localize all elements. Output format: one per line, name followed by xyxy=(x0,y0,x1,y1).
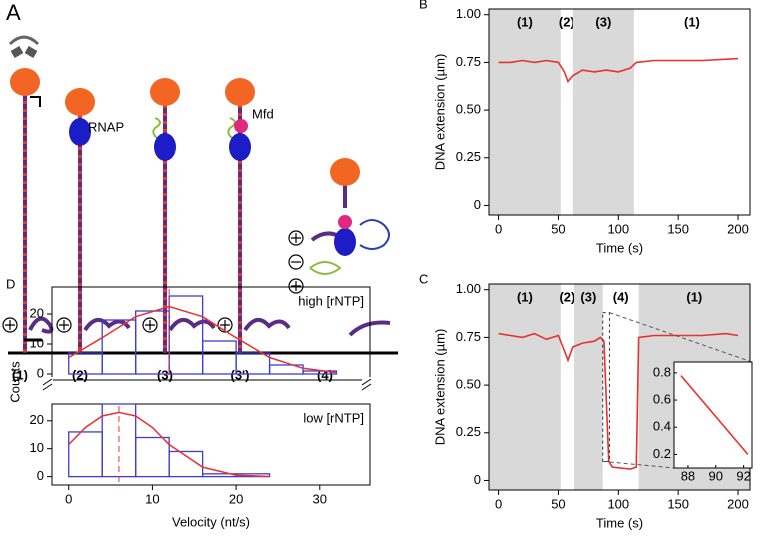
panel-label: D xyxy=(6,276,15,291)
bar xyxy=(268,364,304,375)
bar xyxy=(168,450,204,478)
x-axis-label: Time (s) xyxy=(596,240,643,255)
inset-y-tick-label: 0.8 xyxy=(653,364,671,379)
y-tick-label: 0 xyxy=(37,468,44,483)
beads xyxy=(10,68,360,186)
y-axis-label: Counts xyxy=(7,361,22,403)
y-tick-label: 1.00 xyxy=(456,281,481,296)
stage-label: (3') xyxy=(231,367,250,382)
panel-label: A xyxy=(6,0,21,25)
axis-break xyxy=(43,377,53,389)
inset-y-tick-label: 0.6 xyxy=(653,391,671,406)
y-axis-label: DNA extension (µm) xyxy=(432,329,447,446)
y-tick-label: 0 xyxy=(474,472,481,487)
y-tick-label: 10 xyxy=(30,440,44,455)
mfd xyxy=(234,119,352,229)
region-label: (3) xyxy=(595,14,611,29)
y-axis-label: DNA extension (µm) xyxy=(432,54,447,171)
x-tick-label: 0 xyxy=(65,491,72,506)
plot-frame xyxy=(51,403,371,486)
fit-curve xyxy=(68,305,337,374)
region-label: (1) xyxy=(517,289,533,304)
inset-x-tick-label: 90 xyxy=(709,468,723,483)
y-tick-label: 0 xyxy=(474,197,481,212)
x-tick-label: 0 xyxy=(495,221,502,236)
x-tick-label: 10 xyxy=(145,491,159,506)
y-tick-label: 0.50 xyxy=(456,102,481,117)
x-tick-label: 200 xyxy=(727,221,749,236)
data-line xyxy=(498,57,739,84)
region-label: (2) xyxy=(559,289,575,304)
y-tick-label: 0.50 xyxy=(456,377,481,392)
stage-label: (2) xyxy=(72,367,88,382)
x-tick-label: 100 xyxy=(607,496,629,511)
x-tick-label: 50 xyxy=(551,496,565,511)
mfd-label: Mfd xyxy=(252,106,274,121)
x-tick-label: 100 xyxy=(607,221,629,236)
inset-x-tick-label: 92 xyxy=(736,468,750,483)
region xyxy=(489,9,561,215)
panel-label: C xyxy=(419,271,428,286)
inset-y-tick-label: 0.4 xyxy=(653,419,671,434)
series-label: high [rNTP] xyxy=(298,293,364,308)
plot-frame xyxy=(488,8,751,216)
x-axis-label: Time (s) xyxy=(596,515,643,530)
y-tick-label: 1.00 xyxy=(456,6,481,21)
rnap-label: RNAP xyxy=(88,119,124,134)
bar xyxy=(101,319,137,375)
inset-line xyxy=(680,375,749,455)
x-tick-label: 50 xyxy=(551,221,565,236)
region xyxy=(572,9,634,215)
data-line xyxy=(498,332,739,470)
x-tick-label: 150 xyxy=(667,221,689,236)
y-tick-label: 0 xyxy=(37,365,44,380)
magnet xyxy=(8,35,40,58)
y-tick-label: 10 xyxy=(30,335,44,350)
region-label: (1) xyxy=(684,14,700,29)
inset-frame xyxy=(673,361,753,469)
y-tick-label: 20 xyxy=(30,305,44,320)
region-label: (1) xyxy=(686,289,702,304)
y-tick-label: 0.25 xyxy=(456,149,481,164)
region-label: (2) xyxy=(559,14,575,29)
y-tick-label: 0.25 xyxy=(456,424,481,439)
x-tick-label: 30 xyxy=(313,491,327,506)
bar xyxy=(135,436,170,478)
zoom-link xyxy=(602,460,675,469)
panel-a: A RNAP Mfd (1) (2) (3) xyxy=(2,0,398,382)
bar xyxy=(235,352,271,375)
axis-break xyxy=(362,377,372,389)
y-tick-label: 0.75 xyxy=(456,329,481,344)
x-axis-label: Velocity (nt/s) xyxy=(172,514,250,529)
x-tick-label: 200 xyxy=(727,496,749,511)
region-label: (4) xyxy=(613,289,629,304)
inset-x-tick-label: 88 xyxy=(681,468,695,483)
series-label: low [rNTP] xyxy=(303,410,364,425)
region xyxy=(574,284,603,490)
y-tick-label: 0.75 xyxy=(456,54,481,69)
x-tick-label: 150 xyxy=(667,496,689,511)
region xyxy=(489,284,561,490)
panel-label: B xyxy=(419,0,428,11)
rnap xyxy=(69,118,356,256)
region-label: (1) xyxy=(517,14,533,29)
supercoil-signs xyxy=(2,230,304,333)
fit-curve xyxy=(68,411,270,478)
axis-break xyxy=(42,378,53,391)
plot-frame xyxy=(51,286,371,381)
y-tick-label: 20 xyxy=(30,412,44,427)
region-label: (3) xyxy=(580,289,596,304)
stage-label: (1) xyxy=(12,367,28,382)
x-tick-label: 0 xyxy=(495,496,502,511)
axis-break xyxy=(361,378,372,391)
inset-y-tick-label: 0.2 xyxy=(653,446,671,461)
x-tick-label: 20 xyxy=(229,491,243,506)
